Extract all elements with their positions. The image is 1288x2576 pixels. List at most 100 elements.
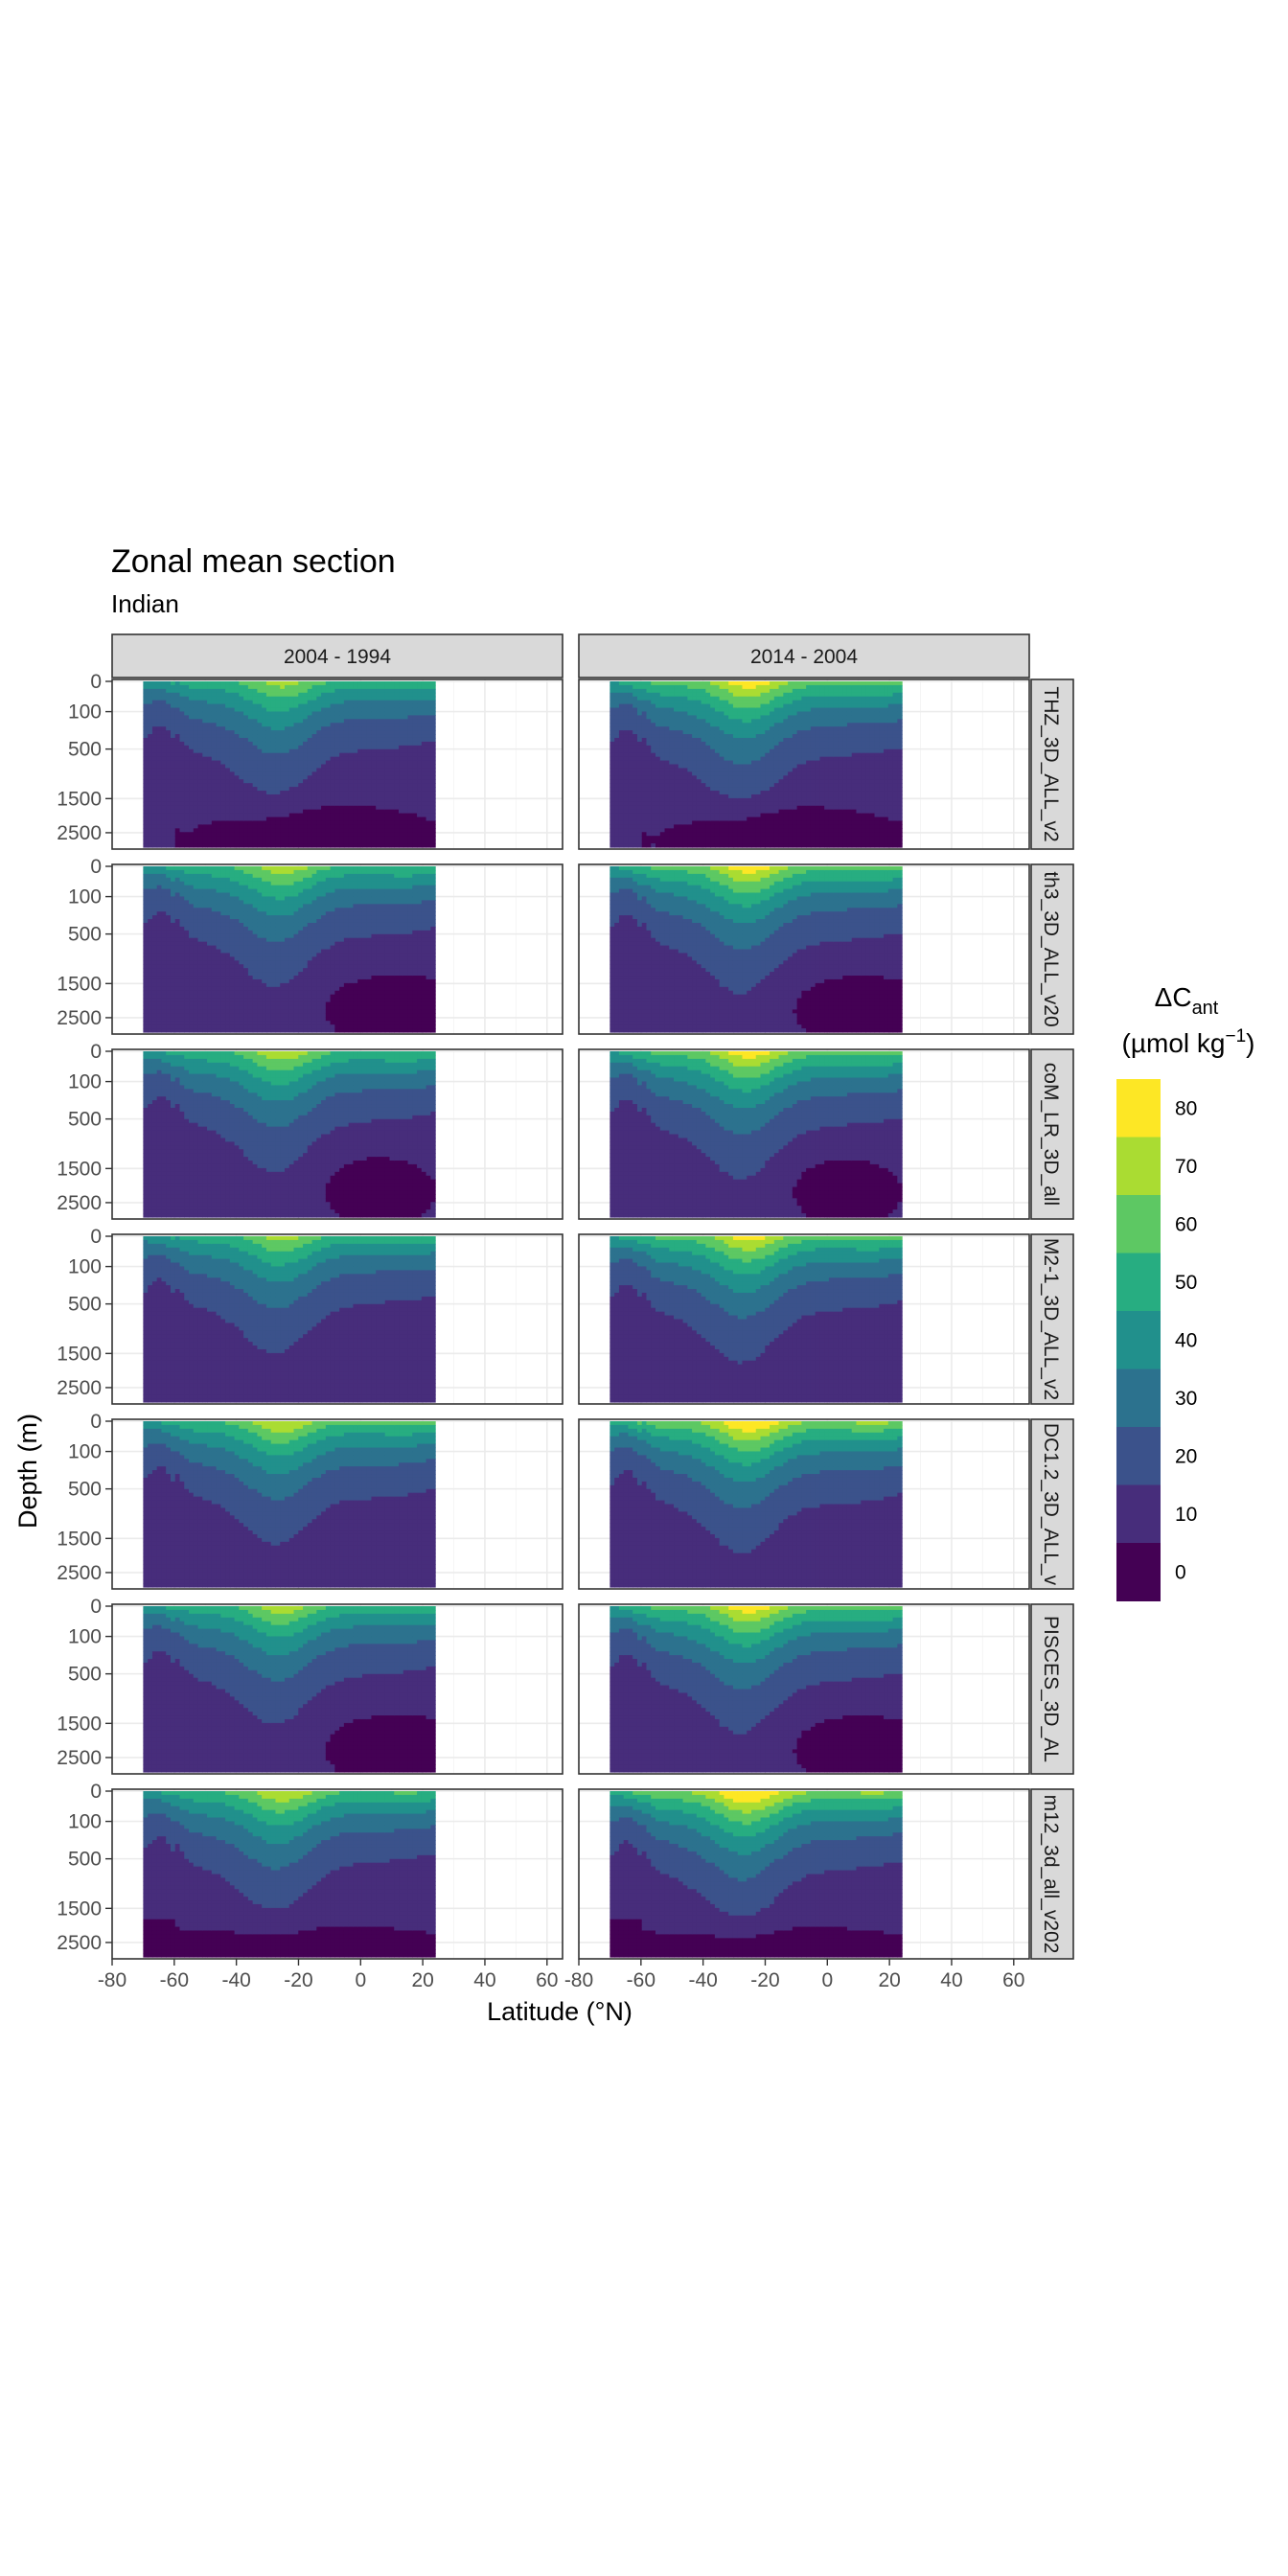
contour-cell	[220, 738, 225, 743]
contour-cell	[217, 814, 221, 818]
contour-cell	[175, 726, 180, 731]
contour-cell	[152, 775, 157, 780]
contour-cell	[180, 697, 185, 702]
contour-cell	[198, 824, 203, 829]
contour-cell	[184, 697, 189, 702]
contour-cell	[194, 719, 198, 724]
contour-cell	[171, 814, 175, 818]
contour-cell	[152, 726, 157, 731]
contour-cell	[175, 753, 180, 758]
contour-cell	[207, 798, 212, 803]
contour-cell	[143, 840, 148, 844]
contour-cell	[225, 840, 230, 844]
contour-cell	[239, 794, 243, 799]
contour-cell	[198, 761, 203, 766]
contour-cell	[184, 820, 189, 825]
contour-cell	[194, 749, 198, 754]
contour-cell	[166, 824, 171, 829]
contour-cell	[152, 794, 157, 799]
contour-cell	[189, 742, 194, 747]
contour-cell	[230, 810, 235, 815]
contour-cell	[207, 840, 212, 844]
contour-cell	[171, 704, 175, 709]
contour-cell	[243, 697, 248, 702]
contour-cell	[235, 711, 240, 716]
contour-cell	[198, 738, 203, 743]
contour-cell	[184, 749, 189, 754]
contour-cell	[202, 798, 207, 803]
contour-cell	[171, 787, 175, 792]
contour-cell	[171, 697, 175, 702]
contour-cell	[253, 771, 258, 776]
contour-cell	[152, 828, 157, 833]
contour-cell	[220, 701, 225, 705]
contour-cell	[161, 697, 166, 702]
contour-cell	[143, 779, 148, 784]
contour-cell	[202, 779, 207, 784]
contour-cell	[212, 814, 217, 818]
contour-cell	[239, 836, 243, 840]
contour-cell	[243, 685, 248, 690]
contour-cell	[225, 794, 230, 799]
contour-cell	[253, 824, 258, 829]
contour-cell	[180, 814, 185, 818]
contour-cell	[243, 726, 248, 731]
contour-cell	[248, 708, 253, 713]
contour-cell	[184, 787, 189, 792]
contour-cell	[180, 742, 185, 747]
contour-cell	[175, 693, 180, 698]
contour-cell	[189, 681, 194, 686]
contour-cell	[166, 783, 171, 788]
contour-cell	[157, 697, 162, 702]
contour-cell	[189, 798, 194, 803]
contour-cell	[180, 828, 185, 833]
contour-cell	[198, 711, 203, 716]
zonal-mean-section-figure: Zonal mean section Indian 2004 - 1994 201…	[0, 0, 1288, 2576]
contour-cell	[207, 802, 212, 807]
contour-cell	[189, 711, 194, 716]
contour-cell	[230, 730, 235, 735]
contour-cell	[235, 768, 240, 772]
contour-cell	[157, 836, 162, 840]
contour-cell	[166, 742, 171, 747]
contour-cell	[248, 814, 253, 818]
contour-cell	[220, 843, 225, 848]
contour-cell	[239, 791, 243, 795]
contour-cell	[171, 779, 175, 784]
contour-cell	[212, 843, 217, 848]
contour-cell	[180, 832, 185, 837]
contour-cell	[217, 817, 221, 822]
contour-cell	[175, 723, 180, 727]
contour-cell	[143, 771, 148, 776]
contour-cell	[253, 775, 258, 780]
contour-cell	[248, 824, 253, 829]
contour-cell	[207, 753, 212, 758]
contour-cell	[253, 742, 258, 747]
contour-cell	[166, 787, 171, 792]
contour-cell	[157, 828, 162, 833]
contour-cell	[184, 726, 189, 731]
contour-cell	[161, 817, 166, 822]
contour-cell	[152, 806, 157, 811]
contour-cell	[194, 783, 198, 788]
contour-cell	[217, 742, 221, 747]
contour-cell	[202, 787, 207, 792]
contour-cell	[180, 817, 185, 822]
contour-cell	[171, 765, 175, 770]
contour-cell	[235, 726, 240, 731]
contour-cell	[189, 791, 194, 795]
contour-cell	[152, 711, 157, 716]
contour-cell	[189, 757, 194, 762]
contour-cell	[198, 726, 203, 731]
contour-cell	[225, 730, 230, 735]
contour-cell	[194, 820, 198, 825]
contour-cell	[253, 681, 258, 686]
contour-cell	[152, 704, 157, 709]
contour-cell	[207, 761, 212, 766]
contour-cell	[157, 824, 162, 829]
contour-cell	[253, 843, 258, 848]
contour-cell	[175, 768, 180, 772]
contour-cell	[220, 814, 225, 818]
contour-cell	[157, 810, 162, 815]
contour-cell	[239, 719, 243, 724]
